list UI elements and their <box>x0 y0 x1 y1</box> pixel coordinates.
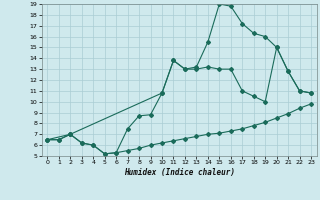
X-axis label: Humidex (Indice chaleur): Humidex (Indice chaleur) <box>124 168 235 177</box>
